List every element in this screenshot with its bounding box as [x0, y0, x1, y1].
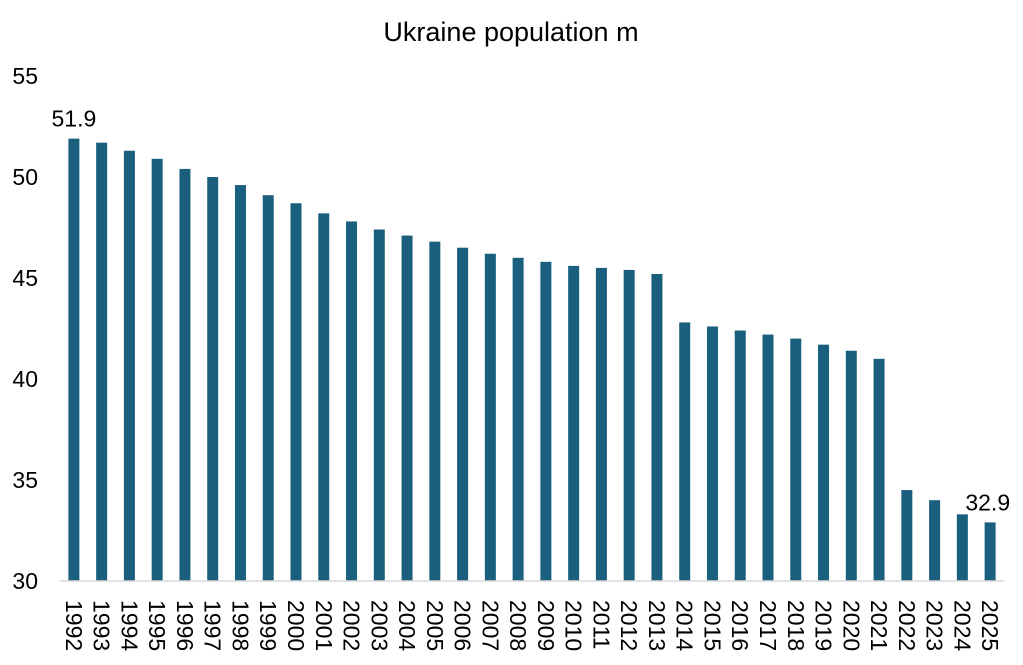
- bar-2025: [984, 522, 996, 581]
- x-tick-label-2011: 2011: [588, 600, 614, 649]
- x-tick-label-2009: 2009: [533, 600, 559, 651]
- x-tick-label-1992: 1992: [61, 600, 87, 651]
- bar-1994: [123, 150, 135, 582]
- x-tick-label-2010: 2010: [561, 600, 587, 651]
- bar-2018: [790, 338, 802, 581]
- x-axis-ticks: 1992 1993 1994 1995 1996 1997 1998 1999 2000 2001…: [61, 600, 1003, 651]
- bar-2019: [818, 344, 830, 581]
- x-tick-label-2021: 2021: [866, 600, 892, 651]
- y-axis-ticks: 30 35 40 45 50 55: [12, 63, 38, 594]
- bar-1993: [96, 142, 108, 581]
- x-tick-label-2017: 2017: [755, 600, 781, 651]
- bar-1998: [234, 185, 246, 581]
- x-tick-label-2016: 2016: [727, 600, 753, 651]
- bar-1997: [207, 177, 219, 581]
- x-tick-label-2012: 2012: [616, 600, 642, 651]
- x-tick-label-1999: 1999: [255, 600, 281, 651]
- x-tick-label-2019: 2019: [811, 600, 837, 651]
- x-tick-label-1996: 1996: [172, 600, 198, 651]
- x-tick-label-2018: 2018: [783, 600, 809, 651]
- bar-2004: [401, 235, 413, 581]
- bar-2021: [873, 358, 885, 581]
- bar-2016: [734, 330, 746, 581]
- bar-2006: [457, 247, 469, 581]
- x-tick-label-2003: 2003: [366, 600, 392, 651]
- bar-2023: [929, 500, 941, 581]
- x-tick-label-2020: 2020: [838, 600, 864, 651]
- x-tick-label-2008: 2008: [505, 600, 531, 651]
- x-tick-label-2007: 2007: [477, 600, 503, 651]
- chart-title: Ukraine population m: [383, 17, 638, 47]
- x-tick-label-2006: 2006: [450, 600, 476, 651]
- data-label-1992: 51.9: [51, 106, 96, 132]
- x-tick-label-2004: 2004: [394, 600, 420, 651]
- bar-2012: [623, 269, 635, 581]
- bar-2020: [845, 350, 857, 581]
- x-tick-label-2014: 2014: [672, 600, 698, 651]
- bar-2009: [540, 261, 552, 581]
- y-tick-label: 45: [12, 265, 38, 291]
- bar-2010: [568, 265, 580, 581]
- x-tick-label-2005: 2005: [422, 600, 448, 651]
- bar-2014: [679, 322, 691, 581]
- x-tick-label-2022: 2022: [894, 600, 920, 651]
- bar-1996: [179, 168, 191, 582]
- bar-1995: [151, 158, 163, 581]
- bar-1992: [68, 138, 80, 581]
- bar-2015: [706, 326, 718, 581]
- bar-2000: [290, 203, 302, 581]
- data-labels-group: 51.9 32.9: [51, 106, 1010, 516]
- y-tick-label: 55: [12, 63, 38, 89]
- y-tick-label: 30: [12, 568, 38, 594]
- x-tick-label-1997: 1997: [200, 600, 226, 651]
- data-label-2025: 32.9: [965, 489, 1010, 515]
- bar-2008: [512, 257, 524, 581]
- x-tick-label-1994: 1994: [116, 600, 142, 651]
- x-tick-label-2013: 2013: [644, 600, 670, 651]
- bar-2007: [484, 253, 496, 581]
- y-tick-label: 35: [12, 467, 38, 493]
- x-tick-label-2002: 2002: [339, 600, 365, 651]
- bar-2005: [429, 241, 441, 581]
- bar-2017: [762, 334, 774, 581]
- bars-group: [68, 138, 996, 582]
- x-tick-label-2023: 2023: [922, 600, 948, 651]
- x-tick-label-1998: 1998: [227, 600, 253, 651]
- x-tick-label-2025: 2025: [977, 600, 1003, 651]
- bar-2001: [318, 213, 330, 582]
- x-tick-label-2024: 2024: [949, 600, 975, 651]
- x-tick-label-2015: 2015: [699, 600, 725, 651]
- x-tick-label-2000: 2000: [283, 600, 309, 651]
- x-tick-label-1995: 1995: [144, 600, 170, 651]
- y-tick-label: 40: [12, 366, 38, 392]
- x-tick-label-2001: 2001: [311, 600, 337, 651]
- bar-2011: [595, 267, 607, 581]
- bar-1999: [262, 195, 274, 581]
- bar-2003: [373, 229, 385, 581]
- bar-2002: [346, 221, 358, 581]
- y-tick-label: 50: [12, 164, 38, 190]
- bar-2024: [956, 514, 968, 581]
- bar-2022: [901, 490, 913, 581]
- bar-2013: [651, 273, 663, 581]
- x-tick-label-1993: 1993: [89, 600, 115, 651]
